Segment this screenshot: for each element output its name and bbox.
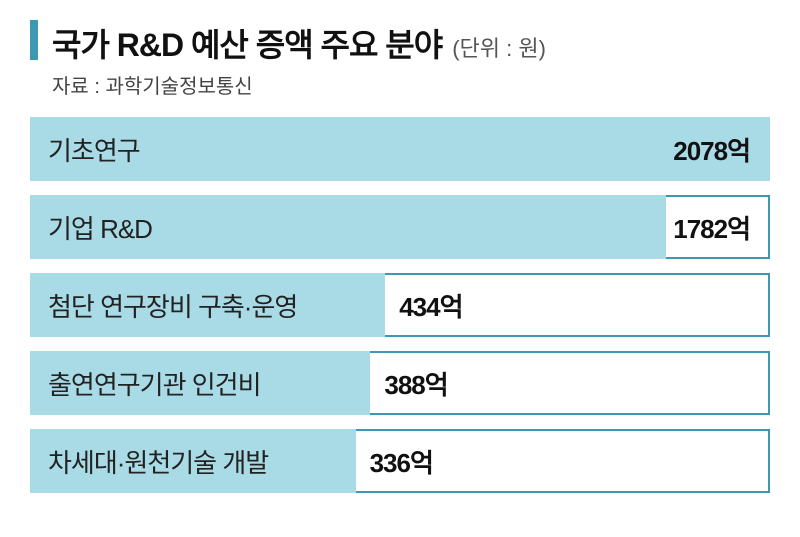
bar-row: 첨단 연구장비 구축·운영 434억 (30, 273, 770, 337)
bar-row: 출연연구기관 인건비 388억 (30, 351, 770, 415)
title-row: 국가 R&D 예산 증액 주요 분야 (단위 : 원) (52, 20, 546, 66)
bar-label: 출연연구기관 인건비 (30, 365, 261, 402)
bar-row: 기초연구 2078억 (30, 117, 770, 181)
bar-label: 첨단 연구장비 구축·운영 (30, 287, 297, 324)
bar-row: 기업 R&D 1782억 (30, 195, 770, 259)
chart-source: 자료 : 과학기술정보통신 (52, 70, 770, 99)
chart-title: 국가 R&D 예산 증액 주요 분야 (52, 20, 442, 66)
bar-value: 388억 (384, 365, 447, 402)
chart-header: 국가 R&D 예산 증액 주요 분야 (단위 : 원) (30, 20, 770, 66)
chart-unit: (단위 : 원) (452, 31, 546, 63)
bar-value: 336억 (370, 443, 433, 480)
bar-value: 2078억 (673, 131, 750, 168)
bar-value: 434억 (399, 287, 462, 324)
accent-bar (30, 20, 38, 60)
bar-label: 기업 R&D (30, 209, 152, 246)
bar-label: 기초연구 (30, 131, 140, 168)
bar-label: 차세대·원천기술 개발 (30, 443, 268, 480)
bar-row: 차세대·원천기술 개발 336억 (30, 429, 770, 493)
bar-value: 1782억 (673, 209, 750, 246)
bar-chart: 기초연구 2078억기업 R&D 1782억첨단 연구장비 구축·운영 434억출연연… (30, 117, 770, 493)
bar-fill (30, 117, 770, 181)
